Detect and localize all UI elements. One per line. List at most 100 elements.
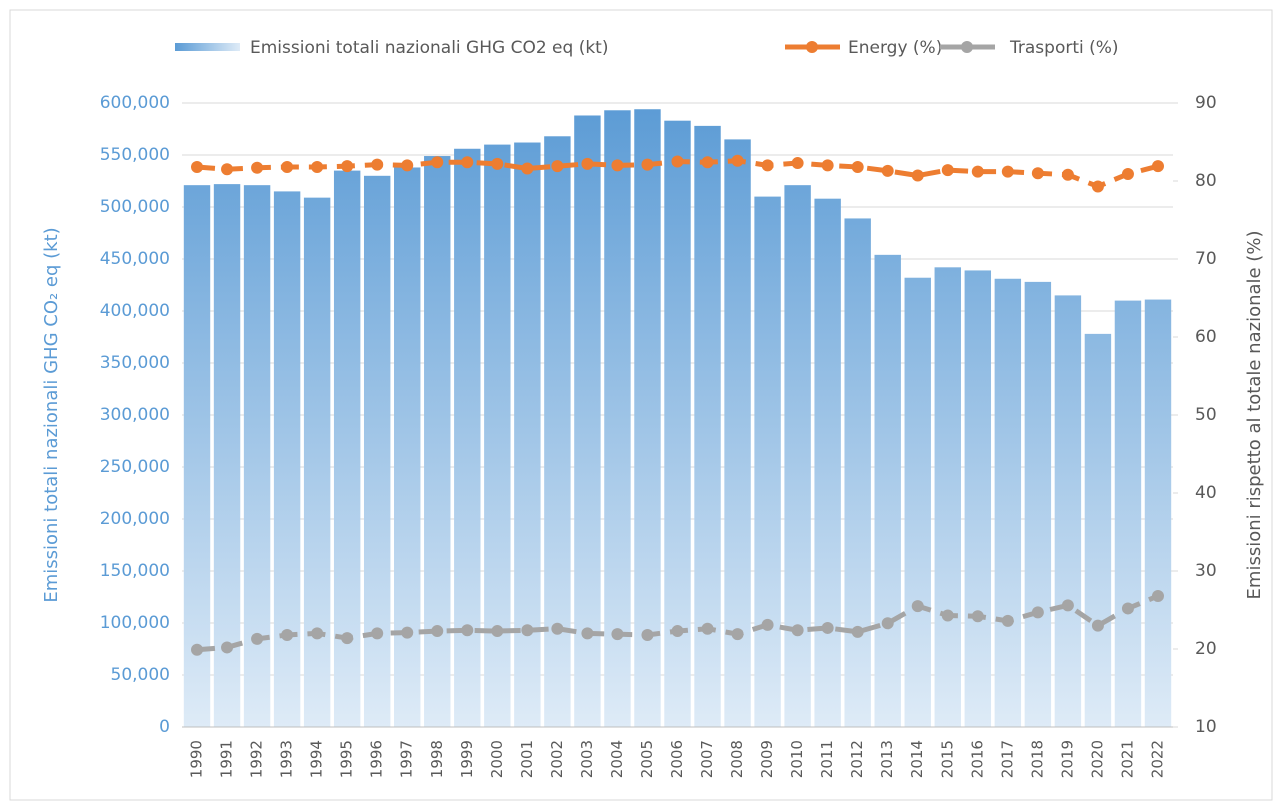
point bbox=[341, 160, 354, 173]
point bbox=[881, 617, 894, 630]
x-tick-label: 2014 bbox=[908, 740, 926, 778]
point bbox=[611, 159, 624, 172]
bar bbox=[694, 125, 721, 727]
point bbox=[911, 600, 924, 613]
point bbox=[1061, 599, 1074, 612]
point bbox=[611, 628, 624, 641]
bar bbox=[874, 254, 901, 727]
x-tick-label: 1998 bbox=[428, 740, 446, 778]
y-tick-label: 550,000 bbox=[100, 145, 170, 165]
bar bbox=[814, 198, 841, 727]
point bbox=[281, 160, 294, 173]
y-tick-label: 50,000 bbox=[111, 665, 170, 685]
y2-tick-label: 20 bbox=[1195, 639, 1217, 659]
y-tick-label: 400,000 bbox=[100, 301, 170, 321]
x-tick-label: 2008 bbox=[728, 740, 746, 778]
x-tick-label: 2009 bbox=[758, 740, 776, 778]
y2-tick-label: 40 bbox=[1195, 483, 1217, 503]
y2-tick-label: 70 bbox=[1195, 249, 1217, 269]
point bbox=[341, 632, 354, 645]
point bbox=[521, 162, 534, 175]
point bbox=[1151, 160, 1164, 173]
point bbox=[1001, 165, 1014, 178]
legend-label: Trasporti (%) bbox=[1009, 38, 1119, 58]
y-tick-label: 450,000 bbox=[100, 249, 170, 269]
point bbox=[581, 627, 594, 640]
point bbox=[851, 160, 864, 173]
point bbox=[431, 156, 444, 169]
x-tick-label: 1994 bbox=[308, 740, 326, 778]
y2-tick-label: 50 bbox=[1195, 405, 1217, 425]
point bbox=[581, 157, 594, 170]
x-tick-label: 2003 bbox=[578, 740, 596, 778]
bar bbox=[844, 218, 871, 727]
point bbox=[1091, 619, 1104, 632]
bar bbox=[1024, 281, 1052, 727]
bar bbox=[1084, 333, 1112, 727]
x-tick-label: 2010 bbox=[788, 740, 806, 778]
x-tick-label: 2019 bbox=[1058, 740, 1076, 778]
point bbox=[521, 624, 534, 637]
bar bbox=[1054, 295, 1082, 727]
x-tick-label: 2017 bbox=[998, 740, 1016, 778]
x-tick-label: 1999 bbox=[458, 740, 476, 778]
x-tick-label: 1997 bbox=[398, 740, 416, 778]
point bbox=[821, 159, 834, 172]
y-tick-label: 500,000 bbox=[100, 197, 170, 217]
x-tick-label: 2011 bbox=[818, 740, 836, 778]
point bbox=[821, 621, 834, 634]
bar bbox=[544, 136, 571, 727]
x-tick-label: 2001 bbox=[518, 740, 536, 778]
bar bbox=[994, 278, 1022, 727]
x-tick-label: 2007 bbox=[698, 740, 716, 778]
bar bbox=[1114, 300, 1142, 727]
legend-label: Emissioni totali nazionali GHG CO2 eq (k… bbox=[250, 38, 608, 58]
y2-tick-label: 10 bbox=[1195, 717, 1217, 737]
point bbox=[461, 624, 474, 637]
y-tick-label: 300,000 bbox=[100, 405, 170, 425]
point bbox=[941, 164, 954, 177]
point bbox=[551, 160, 564, 173]
x-tick-label: 2005 bbox=[638, 740, 656, 778]
point bbox=[251, 161, 264, 174]
x-tick-label: 1990 bbox=[188, 740, 206, 778]
bar bbox=[484, 144, 511, 728]
point bbox=[191, 160, 204, 173]
x-tick-label: 2018 bbox=[1028, 740, 1046, 778]
x-tick-label: 2012 bbox=[848, 740, 866, 778]
point bbox=[311, 160, 324, 173]
bar bbox=[394, 167, 421, 728]
point bbox=[791, 624, 804, 637]
point bbox=[311, 627, 324, 640]
y2-tick-label: 80 bbox=[1195, 171, 1217, 191]
point bbox=[671, 625, 684, 638]
bar bbox=[303, 197, 331, 727]
point bbox=[461, 156, 474, 169]
legend-marker bbox=[961, 41, 973, 53]
y-tick-label: 350,000 bbox=[100, 353, 170, 373]
x-tick-label: 1993 bbox=[278, 740, 296, 778]
x-tick-label: 2002 bbox=[548, 740, 566, 778]
point bbox=[851, 625, 864, 638]
point bbox=[401, 626, 414, 639]
bar bbox=[363, 175, 391, 728]
point bbox=[641, 628, 654, 641]
y2-tick-label: 90 bbox=[1195, 93, 1217, 113]
x-tick-label: 2004 bbox=[608, 740, 626, 778]
point bbox=[701, 156, 714, 169]
point bbox=[641, 158, 654, 171]
point bbox=[731, 628, 744, 641]
y-tick-label: 250,000 bbox=[100, 457, 170, 477]
bar bbox=[784, 185, 811, 727]
point bbox=[1061, 168, 1074, 181]
point bbox=[1091, 180, 1104, 193]
x-tick-label: 2000 bbox=[488, 740, 506, 778]
y-tick-label: 100,000 bbox=[100, 613, 170, 633]
point bbox=[671, 155, 684, 168]
x-tick-label: 2016 bbox=[968, 740, 986, 778]
point bbox=[1121, 167, 1134, 180]
point bbox=[191, 643, 204, 656]
x-tick-label: 1995 bbox=[338, 740, 356, 778]
point bbox=[701, 622, 714, 635]
